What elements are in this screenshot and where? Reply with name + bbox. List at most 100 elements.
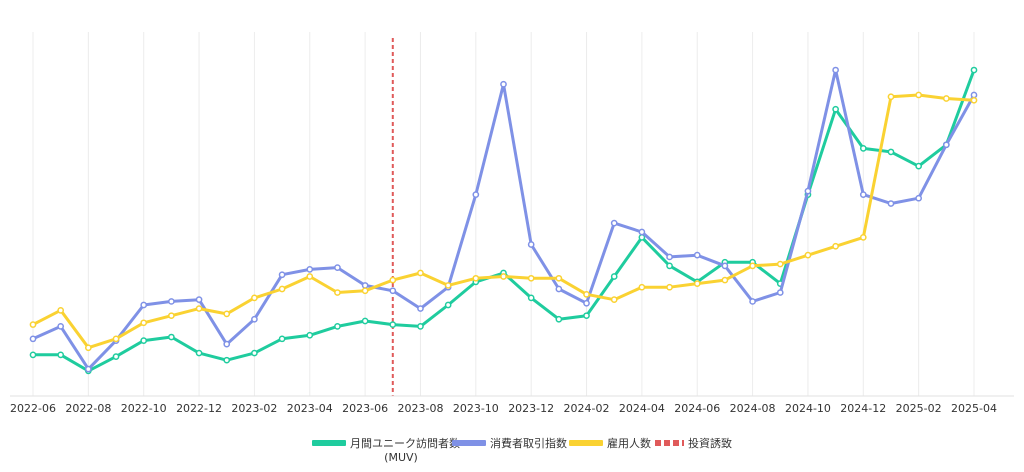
data-point: [306, 331, 314, 339]
data-point: [417, 305, 424, 312]
data-point: [112, 335, 120, 343]
data-point: [859, 145, 867, 152]
data-point: [693, 280, 701, 287]
data-point: [638, 283, 646, 291]
x-tick-label: 2023-04: [287, 402, 333, 415]
x-tick-label: 2023-10: [453, 402, 499, 415]
data-point: [57, 323, 65, 330]
x-tick-label: 2024-08: [730, 402, 776, 415]
data-point: [223, 310, 231, 318]
data-point: [278, 335, 286, 343]
data-point: [721, 276, 729, 284]
data-point: [500, 80, 507, 88]
x-tick-label: 2022-06: [10, 402, 56, 415]
data-point: [915, 91, 922, 99]
data-point: [57, 306, 65, 314]
x-tick-label: 2024-12: [840, 402, 886, 415]
data-point: [693, 251, 701, 259]
data-point: [721, 262, 729, 270]
x-tick-label: 2024-06: [674, 402, 720, 415]
data-point: [970, 91, 978, 99]
data-point: [334, 264, 341, 271]
data-point: [583, 290, 590, 298]
data-point: [361, 317, 369, 325]
data-point: [278, 285, 286, 293]
legend-swatch: [452, 440, 486, 446]
x-tick-label: 2023-08: [397, 402, 443, 415]
data-point: [832, 66, 839, 74]
data-point: [555, 315, 563, 323]
legend: 月間ユニーク訪問者数(MUV) 消費者取引指数 雇用人数 投資誘致: [312, 436, 732, 464]
data-point: [140, 301, 148, 309]
data-point: [527, 274, 535, 282]
series-2: [29, 66, 978, 373]
data-point: [168, 333, 175, 341]
series-1: [29, 66, 978, 375]
data-point: [527, 294, 535, 302]
data-point: [389, 321, 397, 328]
data-point: [749, 298, 756, 305]
x-tick-label: 2023-02: [231, 402, 277, 415]
legend-swatch: [312, 440, 346, 446]
data-point: [472, 191, 480, 198]
legend-label: 投資誘致: [688, 436, 732, 450]
data-point: [168, 298, 175, 305]
legend-label: 消費者取引指数: [490, 436, 567, 450]
data-point: [112, 353, 120, 360]
data-point: [804, 251, 812, 259]
data-point: [583, 299, 590, 307]
legend-label: 月間ユニーク訪問者数: [350, 436, 460, 450]
data-point: [417, 323, 424, 330]
data-point: [555, 285, 563, 293]
data-point: [776, 260, 784, 268]
data-point: [195, 349, 203, 357]
series-3: [29, 91, 978, 352]
data-point: [666, 253, 673, 261]
data-point: [85, 344, 92, 352]
data-point: [666, 283, 673, 291]
series-lines: [29, 66, 978, 375]
x-tick-label: 2023-06: [342, 402, 388, 415]
data-point: [638, 228, 646, 236]
data-point: [970, 66, 978, 74]
x-tick-label: 2022-10: [121, 402, 167, 415]
series-line: [31, 68, 976, 373]
data-point: [749, 262, 756, 270]
legend-swatch: [569, 440, 603, 446]
data-point: [610, 219, 618, 227]
series-line: [31, 93, 976, 350]
data-point: [610, 296, 618, 304]
data-point: [57, 351, 65, 359]
data-point: [859, 191, 867, 198]
data-point: [500, 273, 507, 280]
data-point: [832, 242, 839, 250]
data-point: [942, 141, 950, 149]
data-point: [915, 194, 922, 202]
data-point: [85, 365, 92, 373]
x-tick-label: 2022-12: [176, 402, 222, 415]
x-tick-label: 2024-02: [564, 402, 610, 415]
data-point: [195, 305, 203, 312]
data-point: [251, 294, 258, 302]
data-point: [583, 312, 590, 320]
data-point: [472, 274, 480, 282]
data-point: [776, 289, 784, 296]
data-point: [251, 349, 258, 357]
data-point: [168, 312, 175, 320]
data-point: [334, 323, 341, 330]
data-point: [417, 269, 424, 277]
data-point: [666, 262, 673, 270]
data-point: [887, 200, 895, 207]
data-point: [610, 273, 618, 280]
data-point: [223, 340, 231, 348]
x-tick-label: 2025-02: [896, 402, 942, 415]
data-point: [444, 282, 452, 289]
data-point: [29, 351, 37, 359]
data-point: [804, 187, 812, 195]
data-point: [942, 95, 950, 102]
x-tick-label: 2024-10: [785, 402, 831, 415]
data-point: [29, 321, 37, 328]
data-point: [306, 273, 314, 280]
